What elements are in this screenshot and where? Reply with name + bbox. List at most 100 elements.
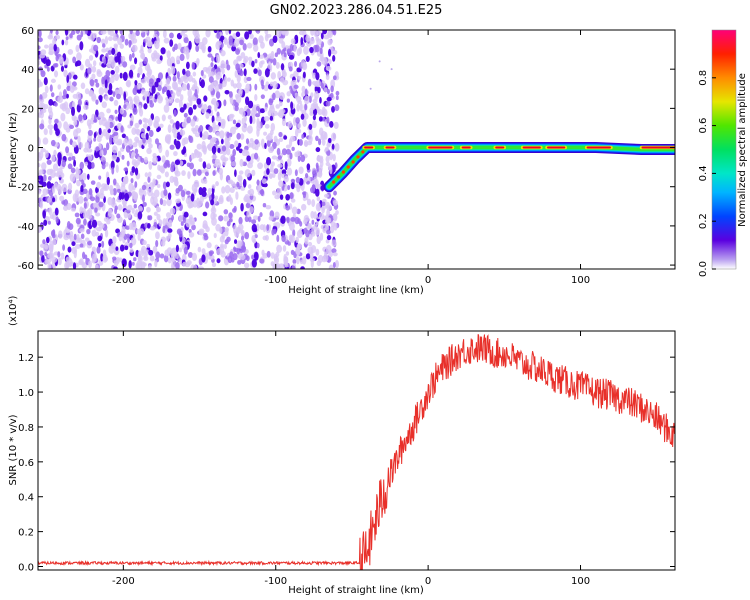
y-tick-label: 1.0 [18, 388, 34, 399]
noise-speck [171, 81, 178, 90]
noise-blob [308, 123, 313, 130]
noise-speck [252, 37, 258, 46]
noise-speck [259, 258, 265, 264]
noise-blob [242, 178, 247, 188]
noise-blob [217, 147, 221, 154]
noise-speck [330, 221, 336, 227]
noise-speck [166, 50, 171, 59]
noise-speck [58, 185, 63, 195]
noise-speck [328, 264, 334, 269]
noise-speck [109, 76, 115, 84]
noise-blob [185, 61, 190, 70]
noise-speck [128, 102, 135, 110]
noise-speck [228, 113, 235, 119]
noise-blob [228, 30, 232, 35]
y-tick-label: -60 [18, 261, 34, 272]
noise-speck [143, 118, 149, 124]
noise-speck [38, 59, 41, 66]
noise-speck [335, 210, 339, 215]
noise-speck [133, 193, 138, 202]
noise-speck [286, 98, 290, 103]
noise-speck [135, 30, 140, 37]
noise-speck [167, 124, 172, 133]
noise-speck [131, 159, 138, 166]
noise-speck [237, 259, 242, 265]
noise-speck [192, 84, 196, 91]
noise-speck [221, 80, 227, 88]
noise-blob [322, 30, 328, 35]
noise-speck [261, 249, 265, 256]
noise-speck [236, 82, 242, 89]
noise-blob [203, 95, 208, 102]
noise-speck [74, 244, 81, 249]
noise-speck [229, 197, 234, 205]
noise-speck [65, 260, 70, 269]
noise-blob [75, 61, 78, 67]
noise-speck [253, 152, 259, 160]
noise-speck [252, 44, 259, 52]
noise-speck [235, 191, 239, 200]
noise-speck [214, 104, 218, 112]
noise-speck [111, 166, 115, 175]
noise-speck [95, 226, 102, 232]
noise-blob [146, 96, 150, 104]
noise-speck [244, 231, 250, 240]
snr-ylabel: SNR (10 * v/v) [8, 414, 19, 485]
noise-speck [333, 30, 337, 36]
noise-speck [274, 52, 279, 58]
noise-speck [48, 51, 54, 56]
noise-blob [326, 96, 332, 102]
noise-speck [319, 232, 324, 241]
noise-blob [45, 59, 51, 67]
noise-speck [314, 90, 320, 99]
noise-speck [298, 166, 304, 174]
noise-speck [46, 159, 52, 165]
noise-speck [271, 228, 275, 236]
noise-speck [296, 48, 301, 57]
noise-speck [162, 218, 167, 226]
noise-speck [54, 182, 58, 189]
noise-speck [75, 30, 81, 35]
noise-speck [204, 171, 209, 177]
noise-speck [80, 82, 86, 90]
noise-speck [89, 79, 95, 87]
noise-speck [99, 192, 105, 200]
noise-blob [331, 106, 335, 113]
noise-speck [315, 248, 320, 256]
noise-speck [112, 187, 117, 196]
noise-speck [137, 250, 142, 260]
noise-blob [43, 219, 48, 226]
noise-speck [165, 97, 170, 107]
noise-speck [240, 229, 245, 235]
noise-blob [114, 56, 120, 63]
noise-blob [183, 103, 187, 110]
noise-speck [83, 202, 87, 210]
noise-speck [99, 149, 104, 157]
noise-speck [325, 66, 332, 71]
noise-speck [47, 220, 51, 225]
noise-speck [235, 63, 240, 71]
noise-speck [223, 215, 229, 222]
noise-speck [281, 70, 287, 78]
noise-speck [142, 201, 147, 207]
noise-speck [121, 154, 125, 160]
noise-speck [114, 73, 120, 82]
noise-speck [238, 176, 243, 182]
noise-blob [134, 57, 138, 65]
noise-speck [43, 128, 48, 136]
noise-speck [138, 188, 143, 196]
noise-speck [38, 137, 41, 146]
colorbar-frame [711, 29, 737, 270]
noise-speck [211, 262, 217, 268]
track-peak [336, 175, 341, 179]
noise-blob [243, 68, 247, 77]
noise-speck [221, 186, 226, 194]
noise-speck [251, 219, 257, 225]
noise-speck [181, 83, 188, 91]
noise-blob [201, 187, 207, 193]
noise-speck [83, 218, 87, 226]
noise-blob [143, 103, 148, 110]
noise-blob [46, 181, 52, 189]
noise-speck [220, 243, 225, 249]
noise-speck [138, 83, 143, 89]
